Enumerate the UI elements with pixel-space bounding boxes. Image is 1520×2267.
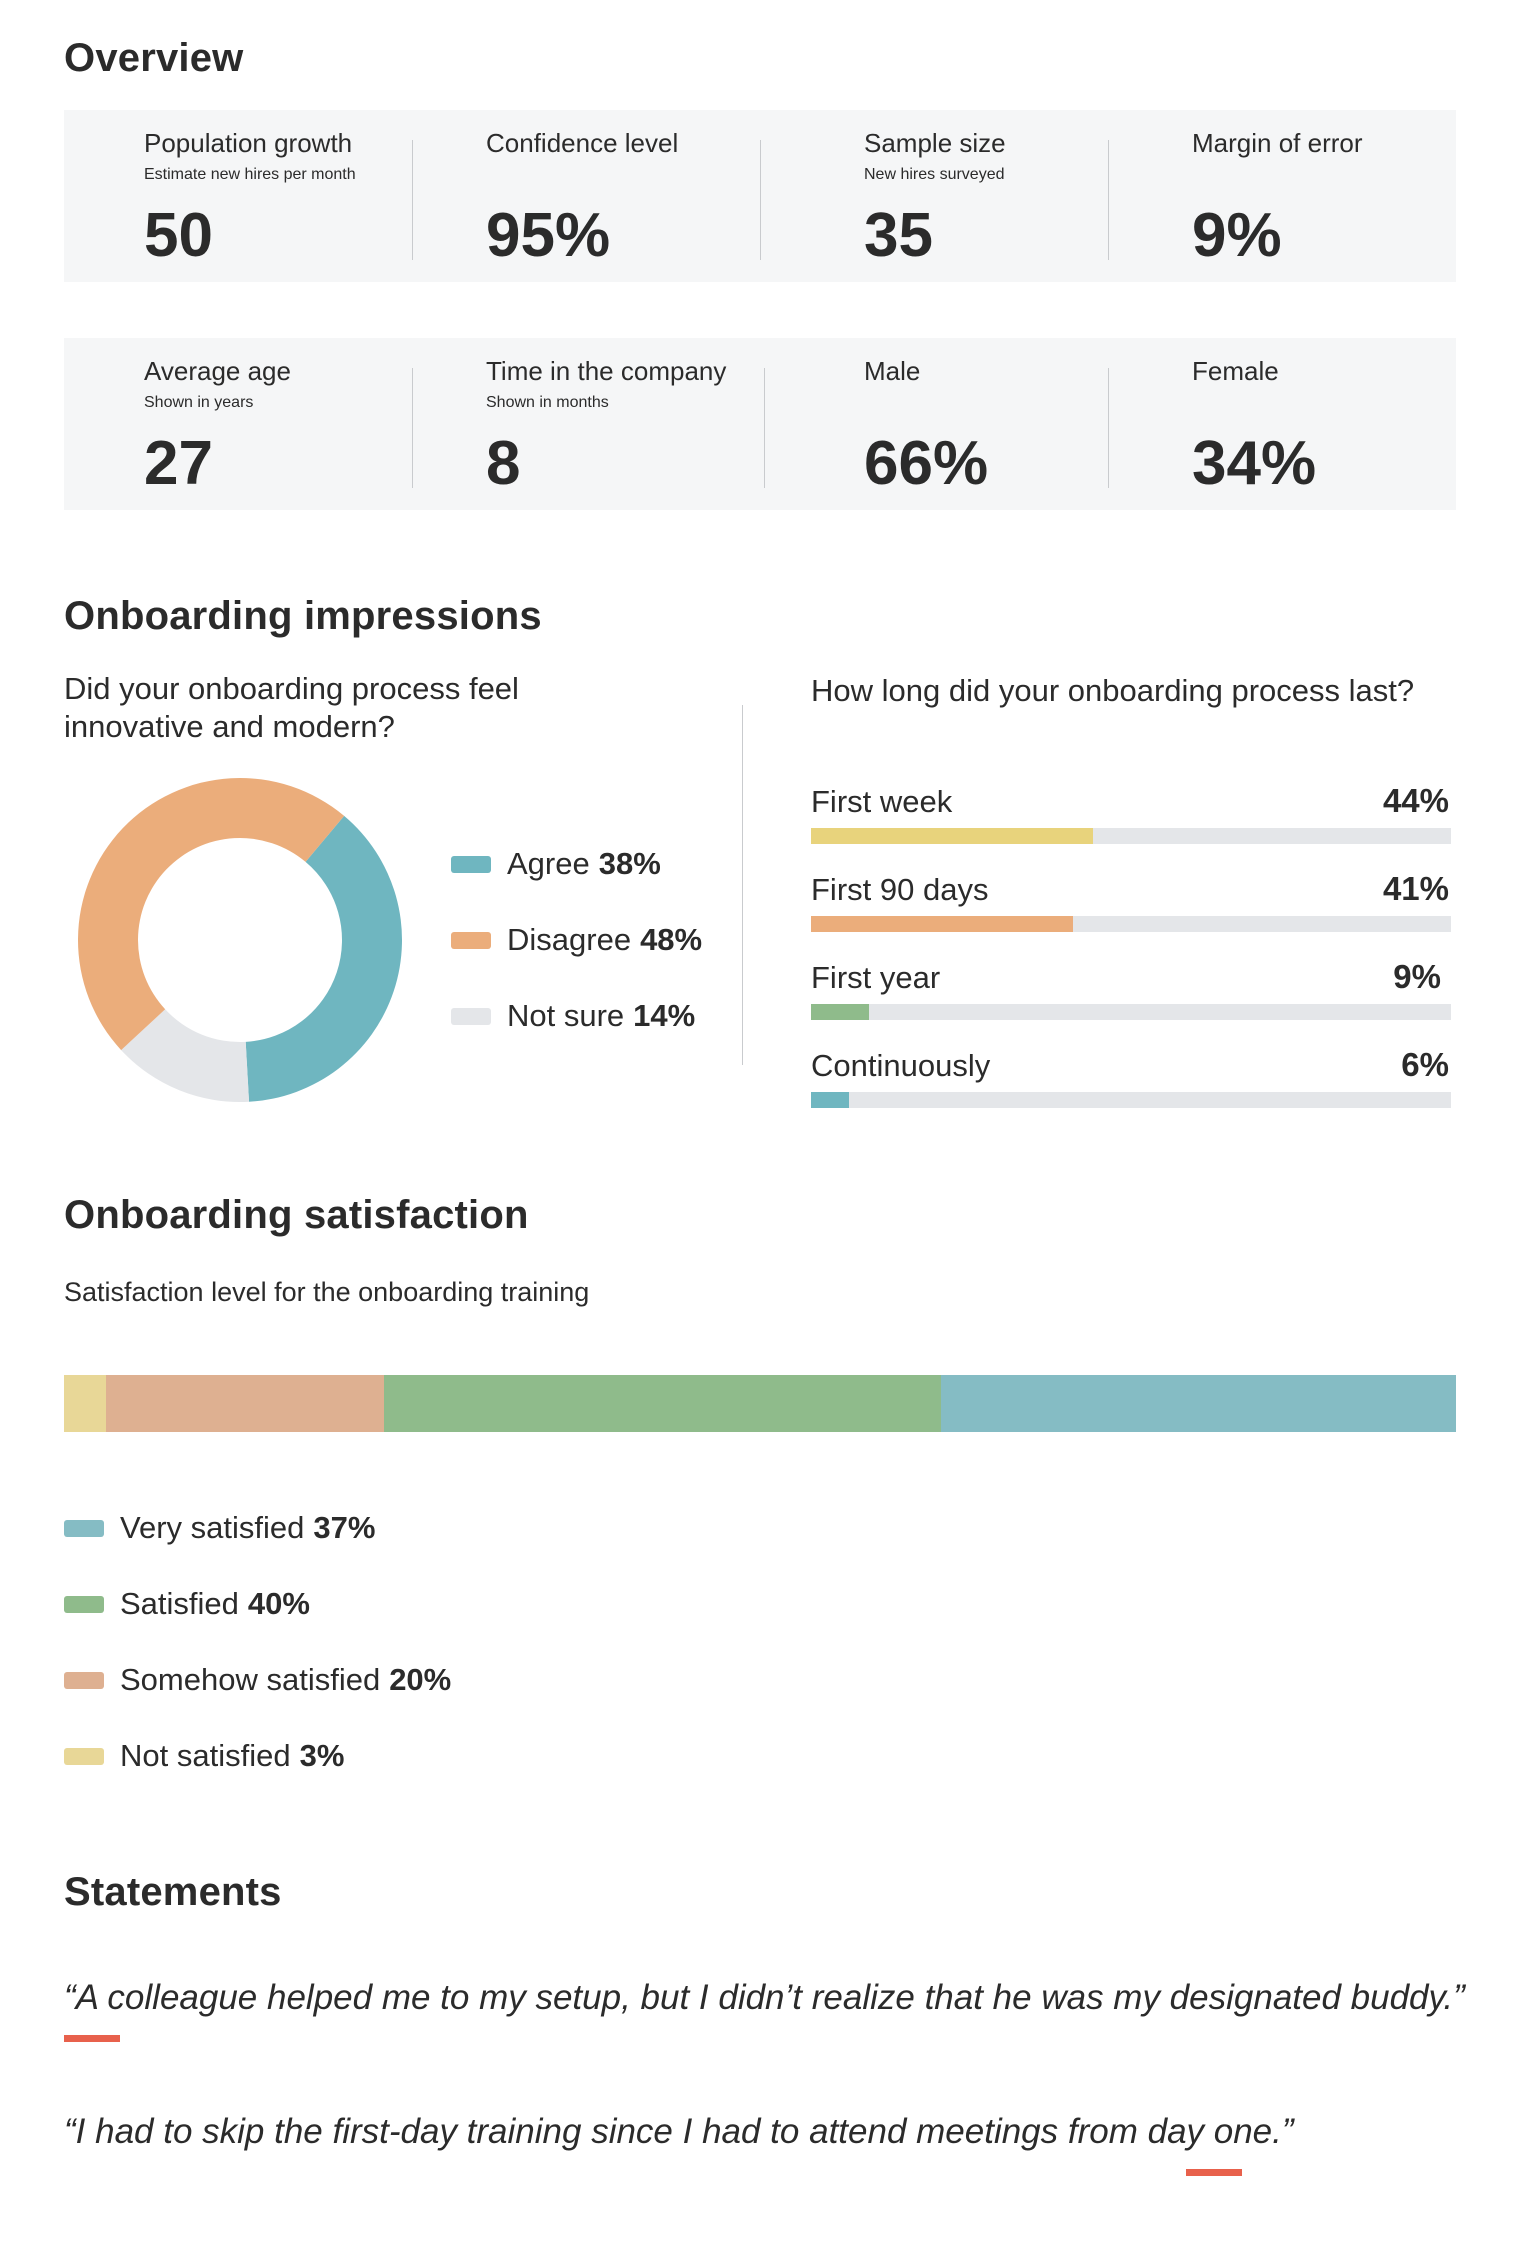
- legend-swatch: [451, 855, 491, 873]
- stack-segment-satisfied: [384, 1375, 941, 1432]
- legend-value: 40%: [247, 1586, 310, 1621]
- legend-swatch: [64, 1747, 104, 1765]
- legend-value: 37%: [313, 1510, 376, 1545]
- statements-title: Statements: [64, 1870, 282, 1914]
- divider: [412, 368, 413, 488]
- legend-value: 20%: [389, 1662, 452, 1697]
- stat-label: Population growth: [144, 128, 353, 158]
- stack-segment-somehow-satisfied: [105, 1375, 385, 1432]
- stat-value: 9%: [1192, 201, 1282, 270]
- legend-item-very-satisfied: Very satisfied 37%: [64, 1510, 375, 1546]
- stat-value: 34%: [1192, 429, 1317, 498]
- stat-label: Margin of error: [1192, 128, 1363, 158]
- stat-label: Female: [1192, 356, 1279, 386]
- bar-value: 9%: [1393, 958, 1441, 995]
- legend-item-satisfied: Satisfied 40%: [64, 1586, 310, 1622]
- stat-sublabel: Shown in years: [144, 394, 254, 411]
- overview-stats-row-2: Average age Shown in years 27 Time in th…: [64, 338, 1456, 510]
- stat-sublabel: Estimate new hires per month: [144, 166, 356, 183]
- stat-label: Average age: [144, 356, 291, 386]
- bar-fill: [811, 828, 1093, 844]
- bar-label: First week: [811, 784, 953, 819]
- divider: [412, 140, 413, 260]
- bar-track: [811, 828, 1451, 844]
- bar-label: First 90 days: [811, 872, 989, 907]
- overview-stats-row-1: Population growth Estimate new hires per…: [64, 110, 1456, 282]
- legend-label: Agree: [507, 846, 590, 881]
- stat-label: Time in the company: [486, 356, 727, 386]
- statement-quote: “I had to skip the first-day training si…: [64, 2112, 1294, 2151]
- stat-label: Male: [864, 356, 921, 386]
- bar-fill: [811, 1004, 869, 1020]
- legend-swatch: [451, 931, 491, 949]
- donut-slice-agree: [245, 815, 403, 1102]
- donut-chart: [77, 777, 403, 1102]
- stat-label: Confidence level: [486, 128, 679, 158]
- legend-value: 38%: [598, 846, 661, 881]
- divider: [1108, 140, 1109, 260]
- stat-value: 27: [144, 429, 213, 498]
- legend-item-not-satisfied: Not satisfied 3%: [64, 1738, 344, 1774]
- legend-item-agree: Agree 38%: [451, 846, 661, 882]
- legend-value: 3%: [299, 1738, 345, 1773]
- donut-slice-disagree: [77, 777, 345, 1051]
- stat-label: Sample size: [864, 128, 1006, 158]
- divider: [760, 140, 761, 260]
- bar-value: 44%: [1382, 782, 1449, 819]
- donut-slice-not-sure: [121, 1009, 250, 1102]
- legend-swatch: [64, 1519, 104, 1537]
- legend-label: Not sure: [507, 998, 625, 1033]
- stat-value: 35: [864, 201, 933, 270]
- bar-label: First year: [811, 960, 941, 995]
- stat-sublabel: New hires surveyed: [864, 166, 1005, 183]
- impressions-title: Onboarding impressions: [64, 594, 542, 638]
- donut-question: Did your onboarding process feel innovat…: [64, 671, 519, 744]
- legend-item-disagree: Disagree 48%: [451, 922, 702, 958]
- legend-label: Satisfied: [120, 1586, 239, 1621]
- overview-title: Overview: [64, 36, 244, 80]
- divider: [1108, 368, 1109, 488]
- stat-sublabel: Shown in months: [486, 394, 609, 411]
- bar-value: 6%: [1401, 1046, 1449, 1083]
- stack-segment-very-satisfied: [940, 1375, 1456, 1432]
- legend-value: 14%: [633, 998, 696, 1033]
- legend-swatch: [64, 1595, 104, 1613]
- legend-swatch: [64, 1671, 104, 1689]
- section-divider: [742, 705, 743, 1065]
- satisfaction-stacked-bar: [64, 1375, 1456, 1432]
- legend-item-not-sure: Not sure 14%: [451, 998, 695, 1034]
- stat-value: 50: [144, 201, 213, 270]
- satisfaction-caption: Satisfaction level for the onboarding tr…: [64, 1277, 590, 1307]
- quote-accent-bar: [64, 2035, 120, 2042]
- bar-value: 41%: [1382, 870, 1449, 907]
- legend-label: Somehow satisfied: [120, 1662, 381, 1697]
- statement-quote: “A colleague helped me to my setup, but …: [64, 1978, 1465, 2017]
- bar-track: [811, 1092, 1451, 1108]
- legend-label: Very satisfied: [120, 1510, 305, 1545]
- bar-track: [811, 1004, 1451, 1020]
- legend-swatch: [451, 1007, 491, 1025]
- stat-value: 8: [486, 429, 521, 498]
- bar-fill: [811, 916, 1074, 932]
- legend-value: 48%: [640, 922, 703, 957]
- legend-label: Disagree: [507, 922, 632, 957]
- divider: [764, 368, 765, 488]
- stat-value: 95%: [486, 201, 611, 270]
- legend-label: Not satisfied: [120, 1738, 291, 1773]
- duration-question: How long did your onboarding process las…: [811, 673, 1415, 708]
- bar-label: Continuously: [811, 1048, 991, 1083]
- bar-track: [811, 916, 1451, 932]
- bar-fill: [811, 1092, 850, 1108]
- stat-value: 66%: [864, 429, 989, 498]
- stack-segment-not-satisfied: [64, 1375, 106, 1432]
- legend-item-somehow-satisfied: Somehow satisfied 20%: [64, 1662, 451, 1698]
- satisfaction-title: Onboarding satisfaction: [64, 1193, 529, 1237]
- quote-accent-bar: [1186, 2169, 1242, 2176]
